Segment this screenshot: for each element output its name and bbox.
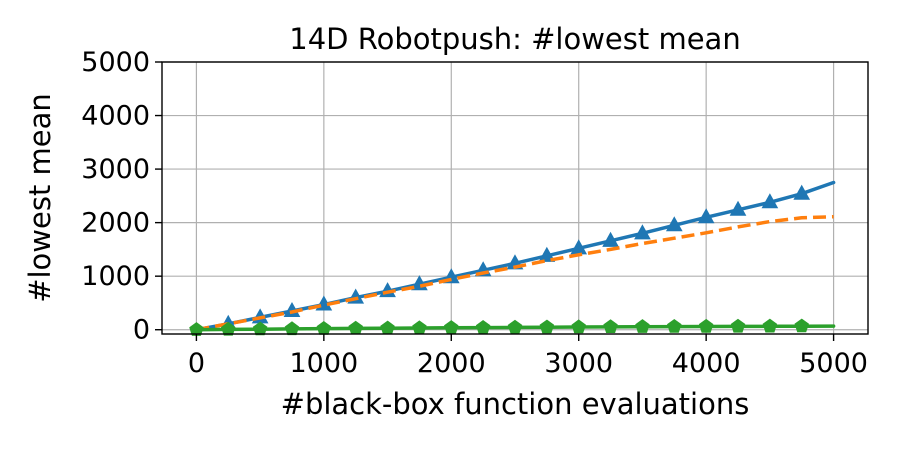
series-3-marker xyxy=(221,321,236,336)
plot-frame xyxy=(161,61,869,335)
series-3-marker xyxy=(284,321,300,336)
series-1-marker xyxy=(729,200,747,216)
series-3-marker xyxy=(380,320,395,335)
y-tick-label: 4000 xyxy=(81,101,150,132)
series-1-marker xyxy=(793,184,811,200)
series-3-marker xyxy=(571,319,586,334)
y-tick-label: 5000 xyxy=(81,47,150,78)
series-3-marker xyxy=(794,318,809,333)
series-3-marker xyxy=(635,319,650,333)
y-axis-label: #lowest mean xyxy=(23,93,57,303)
series-1-marker xyxy=(761,193,779,209)
series-3-marker xyxy=(316,320,332,335)
series-1-marker xyxy=(634,224,651,240)
series-3-marker xyxy=(698,318,714,333)
axis-ticks: 0 1000 2000 3000 4000 5000 0 1000 2000 3000 4000 50… xyxy=(81,47,868,379)
x-tick-label: 5000 xyxy=(799,348,868,379)
series-3-marker xyxy=(730,318,746,333)
series-1-marker xyxy=(697,208,715,224)
series-1-marker xyxy=(602,231,619,247)
series-1-marker xyxy=(538,246,556,262)
x-axis-label: #black-box function evaluations xyxy=(281,387,750,421)
series-3-marker xyxy=(444,320,459,334)
series-3-marker xyxy=(252,321,268,336)
x-tick-label: 3000 xyxy=(544,348,613,379)
series-3-marker xyxy=(667,318,682,333)
series-3-marker xyxy=(412,320,427,335)
series-3-marker xyxy=(507,319,523,334)
x-tick-label: 0 xyxy=(188,348,205,379)
series-3-marker xyxy=(762,318,778,333)
y-tick-label: 3000 xyxy=(81,154,150,185)
plot-series xyxy=(189,180,836,336)
chart-title: 14D Robotpush: #lowest mean xyxy=(289,22,740,56)
grid xyxy=(162,61,868,334)
series-3-marker xyxy=(603,319,618,333)
x-tick-label: 1000 xyxy=(289,348,358,379)
series-1-marker xyxy=(665,216,683,232)
y-tick-label: 1000 xyxy=(81,261,150,292)
x-tick-label: 2000 xyxy=(417,348,486,379)
series-3-marker xyxy=(539,319,555,334)
series-3-marker xyxy=(475,319,491,334)
series-2-line xyxy=(196,214,834,332)
x-tick-label: 4000 xyxy=(672,348,741,379)
series-3-marker xyxy=(348,320,363,335)
y-tick-label: 0 xyxy=(133,315,150,346)
y-tick-label: 2000 xyxy=(81,208,150,239)
